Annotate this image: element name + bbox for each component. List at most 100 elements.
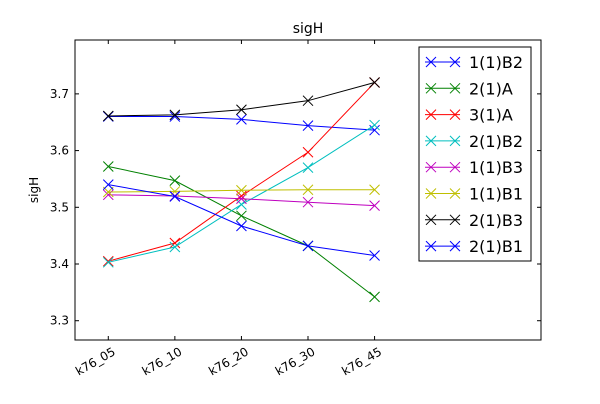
- legend-label: 1(1)B3: [469, 158, 523, 177]
- data-point: [236, 114, 247, 125]
- x-marker-icon: [169, 109, 181, 121]
- data-point: [369, 200, 380, 211]
- series-line-2(1)B2: [108, 124, 375, 263]
- legend-label: 3(1)A: [469, 106, 513, 125]
- data-point: [102, 256, 114, 268]
- data-point: [102, 161, 114, 172]
- data-point: [169, 109, 181, 121]
- x-marker-icon: [169, 237, 181, 249]
- series-line-1(1)B2: [108, 116, 375, 131]
- data-point: [302, 162, 314, 173]
- x-marker-icon: [302, 120, 314, 131]
- legend-label: 1(1)B2: [469, 53, 523, 72]
- x-marker-icon: [425, 109, 437, 120]
- legend-marker: [425, 135, 437, 147]
- y-axis-label: sigH: [27, 177, 41, 203]
- data-point: [169, 237, 181, 249]
- x-marker-icon: [236, 199, 247, 210]
- x-tick-label: k76_05: [73, 344, 118, 378]
- data-point: [369, 77, 380, 88]
- x-marker-icon: [236, 193, 247, 205]
- data-point: [302, 120, 314, 131]
- legend-marker: [449, 188, 461, 199]
- x-marker-icon: [425, 56, 437, 68]
- x-marker-icon: [369, 184, 380, 196]
- x-marker-icon: [169, 111, 181, 122]
- legend-marker: [449, 82, 461, 94]
- series-line-2(1)B3: [108, 82, 375, 117]
- legend-label: 1(1)B1: [469, 185, 523, 204]
- data-point: [369, 119, 380, 131]
- y-tick-label: 3.3: [50, 314, 69, 328]
- x-marker-icon: [449, 161, 461, 173]
- x-marker-icon: [236, 184, 247, 196]
- x-marker-icon: [302, 146, 314, 158]
- legend-label: 2(1)B2: [469, 132, 523, 151]
- x-marker-icon: [369, 77, 380, 88]
- data-point: [236, 184, 247, 196]
- x-marker-icon: [425, 161, 437, 173]
- x-marker-icon: [369, 291, 380, 303]
- x-marker-icon: [302, 184, 314, 196]
- legend-marker: [425, 161, 437, 173]
- legend-marker: [449, 56, 461, 68]
- x-marker-icon: [102, 161, 114, 172]
- x-marker-icon: [425, 214, 437, 226]
- x-marker-icon: [302, 240, 314, 252]
- legend-marker: [425, 109, 437, 120]
- x-marker-icon: [425, 82, 437, 94]
- legend-marker: [449, 135, 461, 147]
- data-point: [169, 175, 181, 186]
- x-marker-icon: [102, 179, 114, 190]
- data-point: [236, 210, 247, 222]
- x-marker-icon: [449, 109, 461, 120]
- data-point: [302, 146, 314, 158]
- data-point: [236, 199, 247, 210]
- legend-marker: [449, 240, 461, 252]
- series-line-2(1)A: [108, 165, 375, 298]
- y-tick-label: 3.7: [50, 87, 69, 101]
- x-marker-icon: [369, 250, 380, 261]
- y-tick-label: 3.4: [50, 257, 69, 271]
- legend-marker: [425, 188, 437, 199]
- legend-marker: [449, 214, 461, 226]
- data-point: [302, 95, 314, 107]
- x-marker-icon: [236, 114, 247, 125]
- x-marker-icon: [102, 110, 114, 122]
- x-marker-icon: [236, 210, 247, 222]
- x-marker-icon: [449, 188, 461, 199]
- data-point: [369, 250, 380, 261]
- legend-marker: [425, 214, 437, 226]
- x-marker-icon: [169, 241, 181, 253]
- x-marker-icon: [302, 162, 314, 173]
- x-marker-icon: [369, 200, 380, 211]
- legend-marker: [449, 109, 461, 120]
- data-point: [169, 241, 181, 253]
- data-point: [302, 240, 314, 252]
- legend-marker: [425, 56, 437, 68]
- x-marker-icon: [449, 135, 461, 147]
- x-marker-icon: [302, 196, 314, 208]
- data-point: [236, 220, 247, 232]
- data-point: [236, 193, 247, 205]
- x-marker-icon: [425, 135, 437, 147]
- x-marker-icon: [425, 240, 437, 252]
- legend-marker: [425, 82, 437, 94]
- data-point: [369, 291, 380, 303]
- x-tick-label: k76_10: [140, 344, 185, 378]
- y-tick-label: 3.6: [50, 144, 69, 158]
- y-tick-label: 3.5: [50, 200, 69, 214]
- data-point: [169, 186, 181, 197]
- x-tick-label: k76_45: [339, 344, 384, 378]
- legend-marker: [425, 240, 437, 252]
- legend-label: 2(1)B1: [469, 237, 523, 256]
- data-point: [169, 191, 181, 202]
- chart-title: sigH: [293, 21, 324, 37]
- data-point: [169, 111, 181, 122]
- x-marker-icon: [169, 175, 181, 186]
- x-tick-label: k76_30: [273, 344, 318, 378]
- legend-marker: [449, 161, 461, 173]
- x-marker-icon: [236, 220, 247, 232]
- data-point: [102, 179, 114, 190]
